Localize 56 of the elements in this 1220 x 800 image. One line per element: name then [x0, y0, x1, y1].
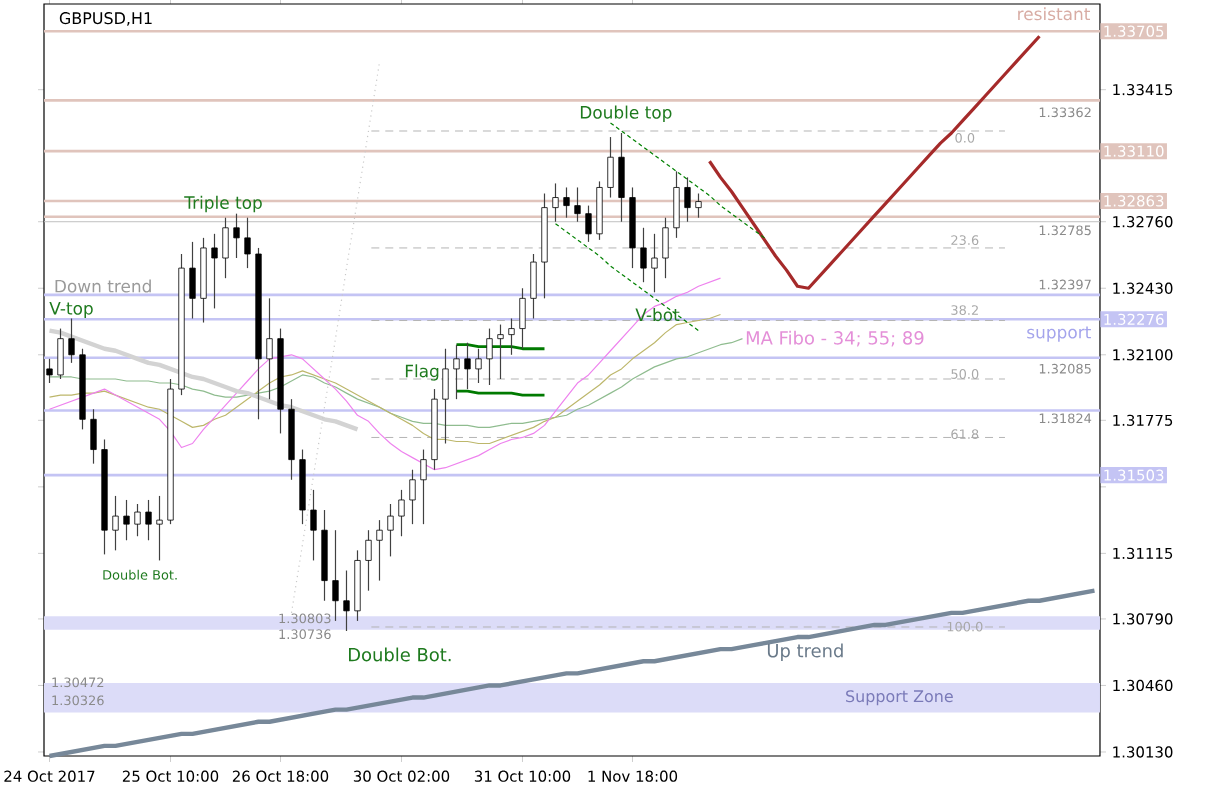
candlestick — [640, 227, 647, 283]
candlestick — [222, 217, 229, 279]
annotation: MA Fibo - 34; 55; 89 — [746, 330, 924, 347]
candlestick — [684, 176, 691, 223]
candlestick — [189, 241, 196, 320]
candlestick — [57, 327, 64, 380]
candlestick — [90, 408, 97, 465]
candlestick — [233, 213, 240, 259]
annotation: Triple top — [184, 195, 262, 213]
annotation: Down trend — [55, 279, 151, 293]
candlestick — [574, 186, 581, 223]
candlestick — [145, 499, 152, 541]
candlestick — [563, 186, 570, 219]
candlestick — [156, 495, 163, 562]
annotation: Double Bot. — [349, 647, 451, 662]
candlestick — [486, 327, 493, 386]
annotation: V-top — [49, 302, 93, 318]
candlestick — [530, 253, 537, 320]
candlestick — [475, 348, 482, 384]
candlestick — [398, 489, 405, 537]
annotation: Flag — [405, 364, 439, 381]
candlestick — [244, 217, 251, 269]
candlestick — [673, 170, 680, 239]
candlestick — [365, 529, 372, 592]
candlestick — [596, 180, 603, 241]
candlestick — [607, 136, 614, 199]
candlestick — [387, 503, 394, 558]
candlestick — [453, 344, 460, 400]
candlestick — [68, 317, 75, 364]
candlestick — [695, 192, 702, 219]
candlestick — [332, 529, 339, 622]
annotation: Up trend — [767, 643, 843, 661]
candlestick — [211, 233, 218, 310]
annotation: V-bot — [635, 308, 680, 322]
candlestick — [585, 205, 592, 243]
candlestick — [123, 499, 130, 541]
candlestick — [343, 569, 350, 632]
candlestick — [376, 519, 383, 582]
candlestick — [310, 489, 317, 562]
candlestick — [266, 297, 273, 400]
candlestick — [409, 469, 416, 525]
annotation: resistant — [1018, 7, 1091, 21]
candlestick — [112, 495, 119, 551]
candlestick — [519, 287, 526, 350]
candlestick — [508, 317, 515, 356]
candlestick — [134, 503, 141, 537]
candlestick — [442, 348, 449, 445]
candlestick — [464, 342, 471, 390]
candlestick — [618, 132, 625, 223]
annotation: support — [1027, 326, 1091, 342]
annotation: Double top — [580, 105, 672, 122]
candlestick — [651, 233, 658, 293]
candlestick — [552, 182, 559, 223]
candlestick — [662, 217, 669, 279]
candlestick — [497, 323, 504, 380]
candlestick — [420, 448, 427, 525]
